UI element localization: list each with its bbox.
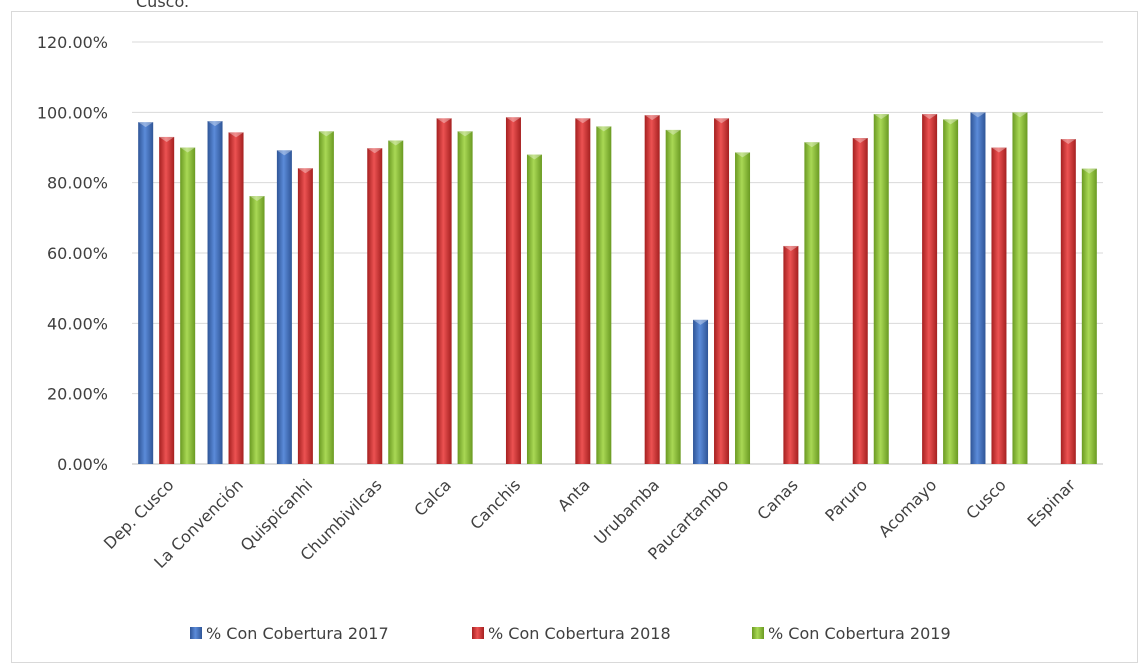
bar [644,115,660,464]
bar [276,150,292,464]
x-category-label: Dep. Cusco [100,475,178,553]
bar [665,129,681,464]
bar [922,114,938,464]
bar [783,245,799,464]
bar [852,138,868,464]
bar [388,140,404,464]
bar [714,118,730,464]
bars [138,112,1097,465]
x-category-label: Anta [554,475,594,515]
legend-item: % Con Cobertura 2017 [190,624,389,643]
bar [457,131,473,464]
bar [138,122,154,465]
x-category-label: Urubamba [590,475,663,548]
grid-lines [132,41,1103,465]
bar [1081,168,1097,464]
bar [970,112,986,464]
bar [1012,112,1028,464]
bar [207,121,223,464]
bar [735,152,751,464]
bar [596,126,612,465]
x-category-label: Espinar [1024,475,1080,531]
x-category-label: Acomayo [875,475,941,541]
bar [526,154,542,465]
y-tick-label: 100.00% [37,103,108,122]
bar [505,117,521,465]
bar [297,168,313,464]
x-category-label: Paruro [821,475,871,525]
top-caption: Cusco. [136,0,190,11]
bar [873,114,889,464]
bar [318,131,334,464]
svg-text:% Con Cobertura 2018: % Con Cobertura 2018 [488,624,671,643]
x-category-label: Canas [753,475,801,523]
legend-item: % Con Cobertura 2018 [472,624,671,643]
bar [228,132,244,464]
x-category-label: Canchis [466,475,524,533]
bar [804,142,820,464]
y-tick-label: 120.00% [37,33,108,52]
x-category-label: Calca [410,475,455,520]
bar [943,119,959,464]
bar [159,136,175,464]
y-tick-label: 40.00% [47,314,108,333]
bar [991,147,1007,464]
svg-text:% Con Cobertura 2019: % Con Cobertura 2019 [768,624,951,643]
legend: % Con Cobertura 2017 % Con Cobertura 2018… [190,624,951,643]
svg-text:% Con Cobertura 2017: % Con Cobertura 2017 [206,624,389,643]
bar [693,319,709,464]
bar [367,148,383,464]
y-tick-label: 60.00% [47,244,108,263]
bar [436,118,452,464]
bar [180,147,196,464]
bar [575,118,591,464]
bar [249,196,265,464]
x-category-label: Cusco [962,475,1010,523]
legend-item: % Con Cobertura 2019 [752,624,951,643]
y-axis-ticks: 0.00% 20.00% 40.00% 60.00% 80.00% 100.00% 120.… [37,33,108,474]
y-tick-label: 20.00% [47,385,108,404]
bar [1060,139,1076,464]
y-tick-label: 80.00% [47,174,108,193]
y-tick-label: 0.00% [57,455,108,474]
